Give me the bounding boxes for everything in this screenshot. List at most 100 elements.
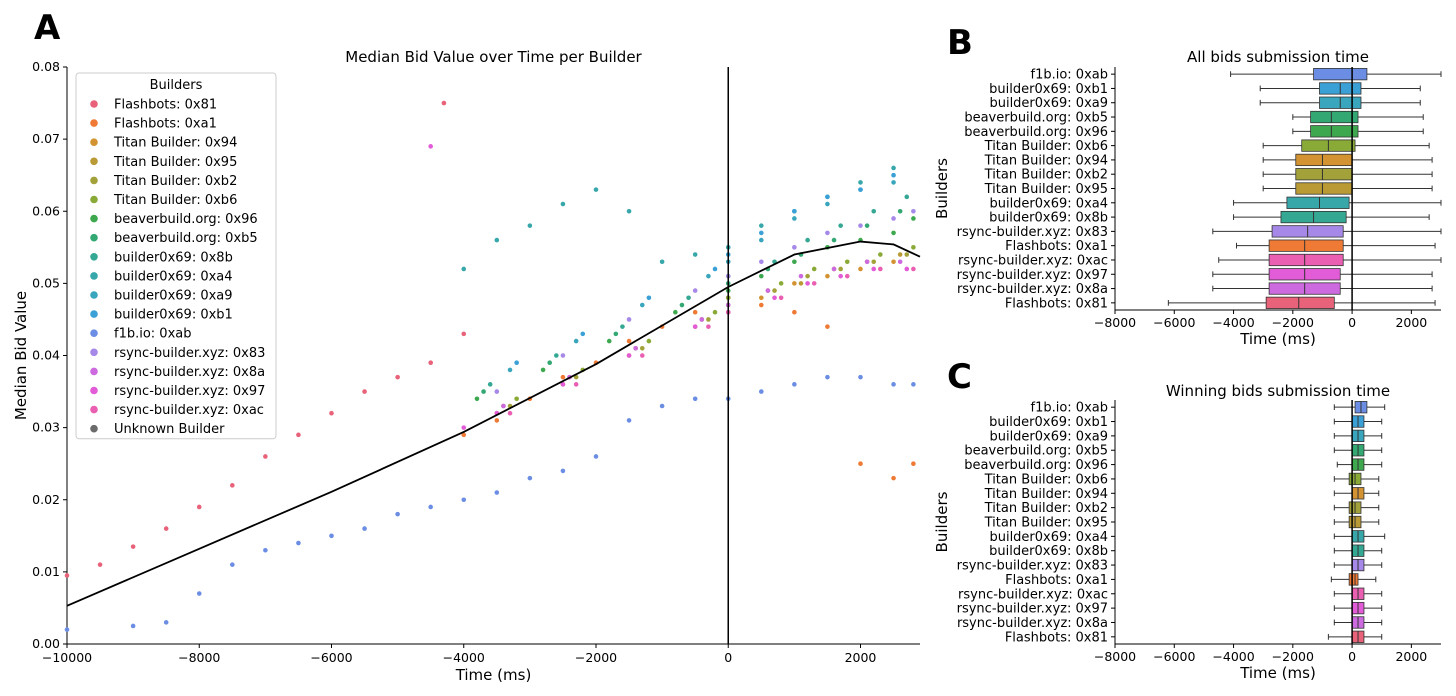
box: [1313, 68, 1368, 81]
data-point: [626, 418, 632, 423]
data-point: [778, 281, 784, 286]
data-point: [792, 208, 797, 214]
data-point: [825, 374, 830, 380]
legend-label: rsync-builder.xyz: 0x8a: [114, 365, 265, 380]
legend-marker: [90, 252, 98, 261]
data-point: [263, 454, 268, 459]
data-point: [560, 374, 566, 380]
data-point: [686, 295, 691, 301]
data-point: [792, 309, 797, 315]
data-point: [296, 432, 301, 438]
data-point: [461, 432, 467, 438]
y-tick-label: 0.02: [32, 492, 60, 507]
data-point: [573, 338, 579, 344]
data-point: [759, 389, 764, 394]
category-label: rsync-builder.xyz: 0x83: [957, 225, 1108, 240]
data-point: [897, 259, 903, 265]
data-point: [858, 266, 863, 272]
y-tick-label: 0.08: [32, 59, 60, 74]
x-tick-label: 2000: [1395, 315, 1427, 330]
x-tick-label: 0: [1348, 649, 1356, 664]
data-point: [130, 623, 136, 629]
data-point: [659, 403, 665, 409]
data-point: [514, 396, 519, 402]
data-point: [858, 374, 863, 380]
data-point: [97, 562, 103, 567]
legend-marker: [90, 176, 98, 185]
data-point: [712, 266, 718, 272]
legend-marker: [90, 367, 98, 376]
data-point: [296, 540, 301, 546]
data-point: [911, 216, 916, 221]
y-tick-label: 0.06: [32, 203, 60, 218]
category-label: beaverbuild.org: 0xb5: [964, 111, 1108, 126]
data-point: [759, 273, 764, 279]
data-point: [759, 223, 764, 228]
box: [1295, 153, 1353, 167]
data-point: [230, 562, 235, 567]
box: [1295, 182, 1353, 195]
data-point: [494, 389, 500, 394]
box: [1348, 573, 1359, 586]
data-point: [838, 266, 843, 272]
data-point: [759, 302, 764, 308]
data-point: [878, 266, 883, 272]
data-point: [692, 309, 698, 315]
category-label: Titan Builder: 0xb6: [984, 472, 1108, 487]
data-point: [759, 259, 764, 265]
data-point: [527, 475, 533, 481]
category-label: builder0x69: 0xa4: [989, 196, 1108, 211]
x-tick-label: −6000: [1153, 315, 1195, 330]
legend-label: Flashbots: 0x81: [114, 98, 217, 113]
x-tick-label: 2000: [1395, 649, 1427, 664]
category-label: rsync-builder.xyz: 0x83: [957, 559, 1108, 574]
data-point: [573, 374, 579, 380]
data-point: [494, 490, 500, 495]
data-point: [911, 382, 916, 387]
x-tick-label: −6000: [1153, 649, 1195, 664]
data-point: [871, 259, 877, 265]
legend-label: rsync-builder.xyz: 0xac: [114, 403, 264, 418]
data-point: [911, 266, 916, 272]
category-label: Titan Builder: 0xb6: [984, 139, 1108, 154]
category-label: builder0x69: 0xa9: [989, 429, 1108, 444]
data-point: [838, 223, 843, 228]
data-point: [759, 230, 764, 236]
x-tick-label: 2000: [845, 650, 877, 665]
data-point: [825, 194, 830, 200]
data-point: [825, 201, 830, 207]
data-point: [692, 252, 698, 257]
data-point: [904, 252, 910, 257]
data-point: [891, 230, 896, 236]
data-point: [844, 273, 850, 279]
data-point: [692, 324, 698, 329]
category-label: builder0x69: 0xb1: [989, 415, 1108, 430]
box: [1295, 168, 1353, 181]
category-label: beaverbuild.org: 0x96: [964, 458, 1108, 473]
data-point: [891, 165, 896, 171]
category-label: builder0x69: 0x8b: [989, 544, 1108, 559]
category-label: Titan Builder: 0xb2: [984, 501, 1108, 516]
data-point: [792, 382, 797, 387]
x-axis-label: Time (ms): [455, 666, 532, 684]
data-point: [792, 281, 797, 286]
data-point: [395, 374, 400, 380]
legend-marker: [90, 310, 98, 318]
x-tick-label: 0: [1348, 315, 1356, 330]
trend-line: [66, 240, 921, 607]
data-point: [798, 273, 804, 279]
data-point: [580, 331, 586, 337]
category-label: rsync-builder.xyz: 0x8a: [957, 616, 1108, 631]
x-tick-label: −2000: [575, 650, 617, 665]
data-point: [825, 230, 830, 236]
data-point: [897, 208, 903, 214]
legend-label: Titan Builder: 0x94: [113, 136, 237, 151]
y-axis-label: Median Bid Value: [12, 291, 30, 420]
data-point: [626, 317, 632, 322]
category-label: Titan Builder: 0x94: [984, 487, 1108, 502]
panel-letter-a: A: [34, 8, 61, 48]
x-axis-label: Time (ms): [1239, 664, 1316, 682]
category-label: Flashbots: 0xa1: [1005, 239, 1108, 254]
data-point: [613, 331, 619, 337]
data-point: [792, 259, 797, 265]
